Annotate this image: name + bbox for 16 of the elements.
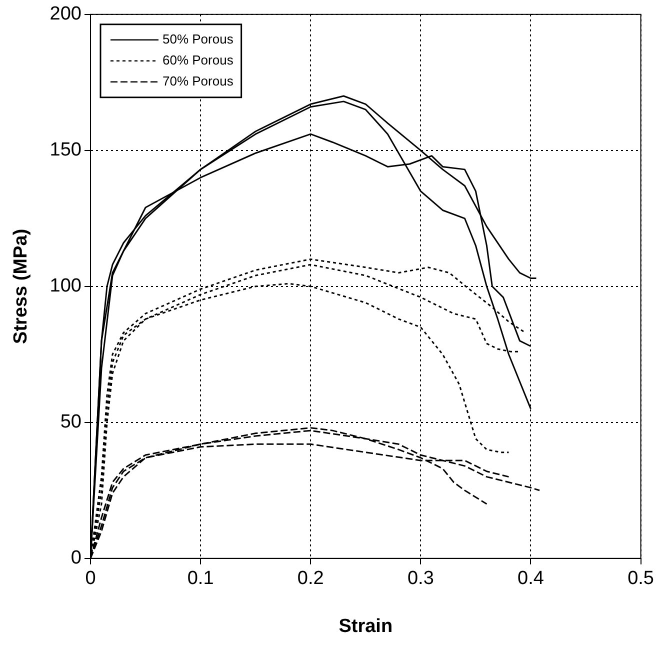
- x-tick-label: 0.2: [297, 568, 324, 590]
- x-tick-label: 0.5: [628, 568, 654, 590]
- y-tick-label: 150: [50, 140, 82, 161]
- x-tick-label: 0: [85, 568, 96, 590]
- x-tick-label: 0.1: [187, 568, 214, 590]
- legend-label: 70% Porous: [162, 73, 234, 88]
- y-tick-label: 50: [60, 412, 82, 433]
- y-tick-label: 0: [70, 548, 82, 569]
- x-axis-title: Strain: [338, 616, 393, 637]
- x-tick-label: 0.4: [518, 568, 544, 590]
- y-tick-label: 100: [50, 276, 82, 297]
- x-tick-label: 0.3: [407, 568, 434, 590]
- y-axis-title: Stress (MPa): [10, 228, 32, 344]
- legend-label: 50% Porous: [162, 31, 234, 46]
- legend-label: 60% Porous: [162, 52, 234, 68]
- y-tick-label: 200: [50, 4, 82, 25]
